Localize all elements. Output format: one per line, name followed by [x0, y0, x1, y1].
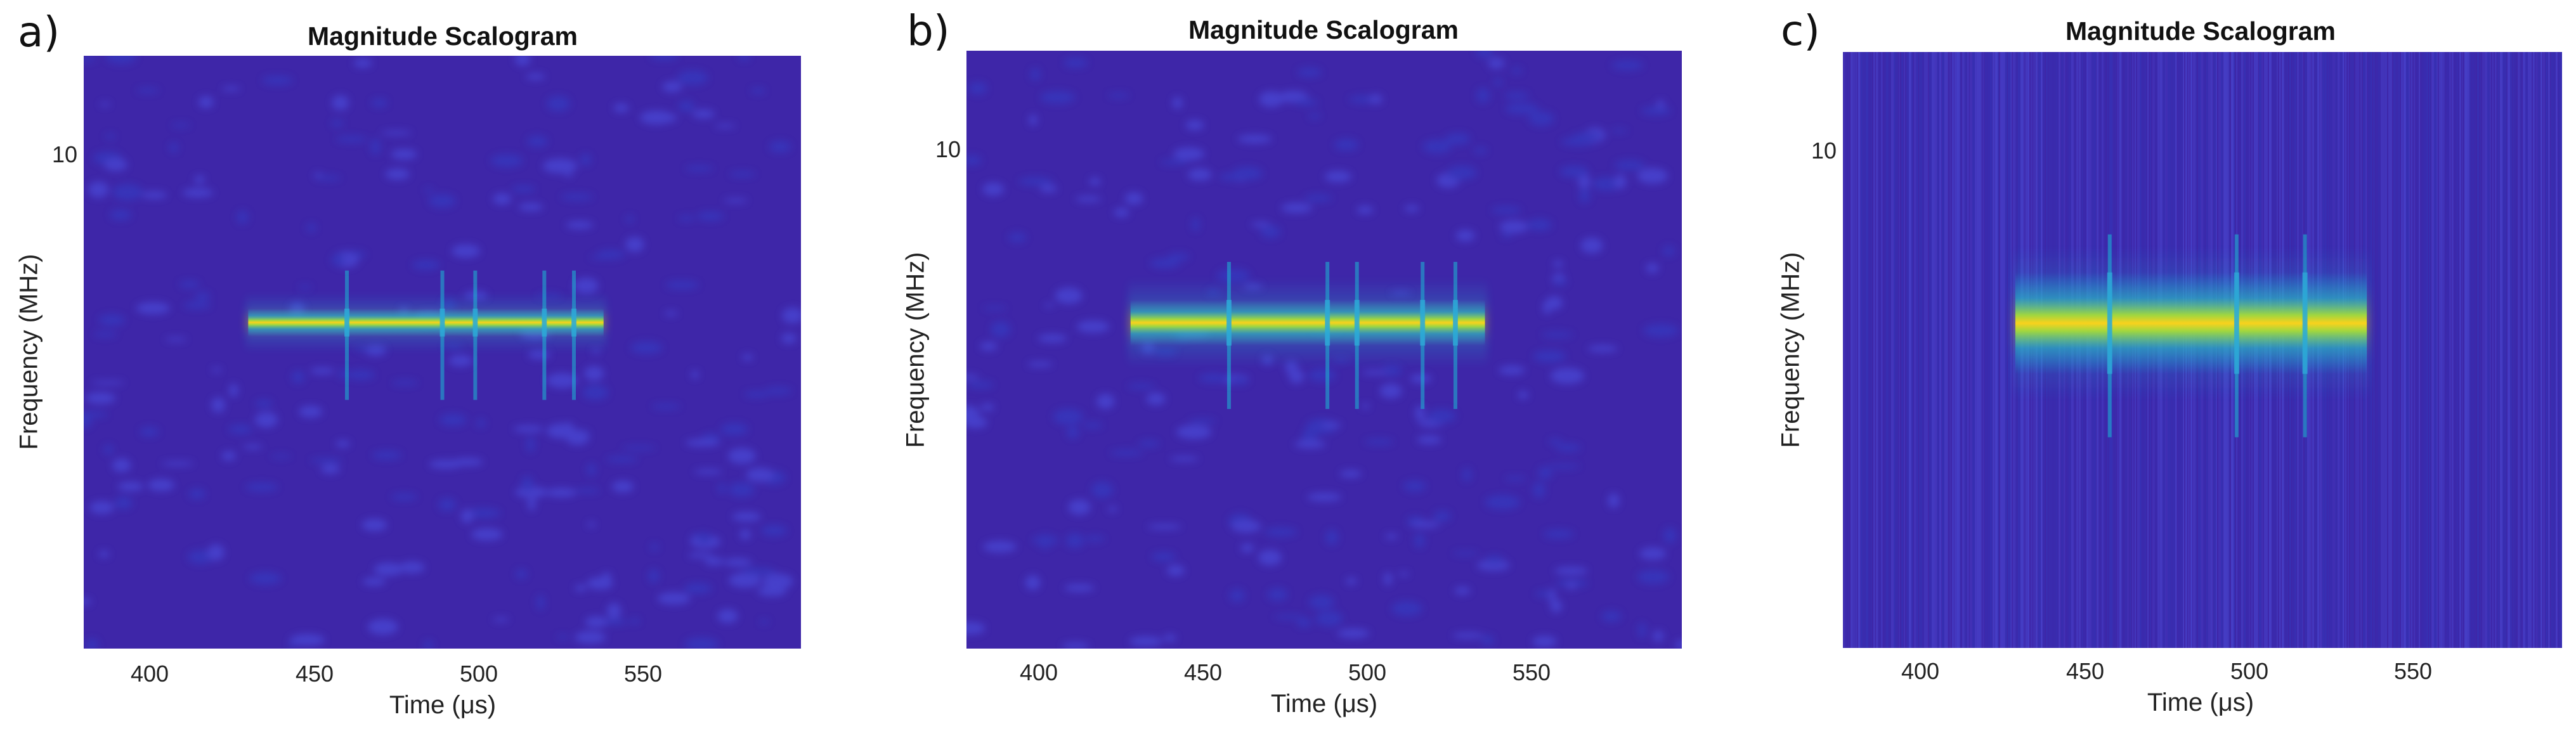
panel-b: b) Magnitude Scalogram 10 400 450 500 55… — [888, 0, 1747, 731]
band-notch — [472, 308, 478, 337]
y-tick-label: 10 — [935, 136, 961, 162]
band-notch — [571, 308, 577, 337]
band-notch — [344, 308, 350, 337]
signal-band — [1130, 300, 1485, 346]
x-tick-label: 500 — [2230, 658, 2269, 684]
band-notch — [439, 308, 445, 337]
panel-letter: a) — [18, 8, 60, 56]
scalogram-heatmap — [966, 51, 1682, 649]
scalogram-plot[interactable] — [966, 51, 1682, 649]
x-tick-label: 400 — [1019, 659, 1058, 685]
chart-title: Magnitude Scalogram — [2065, 16, 2336, 46]
panel-letter: c) — [1781, 6, 1821, 55]
x-tick-label: 550 — [623, 661, 663, 687]
x-axis-label: Time (μs) — [1270, 690, 1378, 718]
y-axis-label: Frequency (MHz) — [1776, 252, 1805, 448]
scalogram-plot[interactable] — [84, 56, 801, 649]
x-tick-label: 450 — [2065, 658, 2105, 684]
chart-title: Magnitude Scalogram — [1188, 15, 1459, 44]
x-tick-label: 550 — [1512, 659, 1551, 685]
x-axis-label: Time (μs) — [389, 691, 497, 719]
x-tick-label: 550 — [2393, 658, 2433, 684]
band-notch — [542, 308, 547, 337]
band-notch — [1325, 300, 1330, 346]
y-tick-label: 10 — [51, 141, 77, 167]
scalogram-heatmap — [1843, 52, 2562, 648]
x-tick-label: 450 — [295, 661, 334, 687]
band-notch — [1226, 300, 1232, 346]
panel-letter: b) — [907, 6, 950, 55]
band-notch — [1354, 300, 1360, 346]
scalogram-heatmap — [84, 56, 801, 649]
x-tick-label: 400 — [130, 661, 169, 687]
x-tick-label: 500 — [459, 661, 498, 687]
band-notch — [2234, 272, 2239, 374]
noise-texture — [84, 56, 801, 649]
band-notch — [2302, 272, 2308, 374]
x-tick-label: 450 — [1183, 659, 1223, 685]
panel-a: a) Magnitude Scalogram 10 400 450 500 55… — [0, 0, 859, 731]
scalogram-plot[interactable] — [1843, 52, 2562, 648]
band-notch — [1452, 300, 1458, 346]
signal-band — [2015, 272, 2367, 374]
y-tick-label: 10 — [1811, 138, 1837, 164]
y-axis-label: Frequency (MHz) — [901, 252, 930, 448]
x-tick-label: 500 — [1348, 659, 1387, 685]
x-tick-label: 400 — [1901, 658, 1940, 684]
signal-band — [248, 308, 604, 337]
panel-c: c) Magnitude Scalogram 10 400 450 500 55… — [1763, 0, 2576, 731]
chart-title: Magnitude Scalogram — [307, 22, 578, 51]
band-notch — [2107, 272, 2112, 374]
x-axis-label: Time (μs) — [2147, 689, 2254, 716]
y-axis-label: Frequency (MHz) — [15, 254, 43, 450]
band-notch — [1420, 300, 1426, 346]
